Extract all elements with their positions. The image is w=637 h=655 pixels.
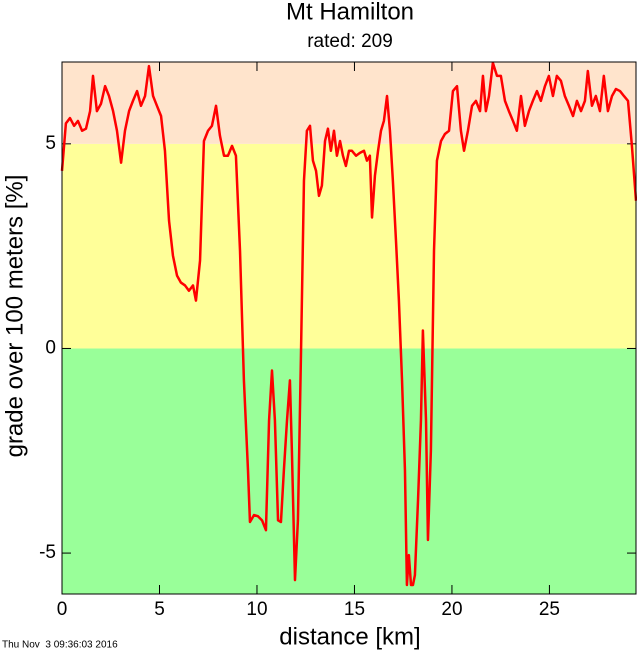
y-tick-label: -5	[39, 542, 56, 563]
y-axis-label: grade over 100 meters [%]	[1, 175, 28, 458]
x-tick-label: 15	[344, 599, 365, 620]
grade-line	[60, 61, 637, 587]
x-tick-label: 20	[441, 599, 462, 620]
plot-frame	[61, 61, 637, 595]
grade-band	[62, 143, 636, 349]
x-tick-label: 5	[154, 599, 165, 620]
chart-subtitle: rated: 209	[307, 31, 393, 52]
timestamp: Thu Nov 3 09:36:03 2016	[2, 640, 118, 651]
chart-title: Mt Hamilton	[286, 0, 414, 25]
grade-band	[62, 348, 636, 594]
plot-background	[62, 62, 636, 594]
grade-band	[62, 62, 636, 144]
x-tick-label: 10	[246, 599, 267, 620]
x-axis-label: distance [km]	[279, 623, 420, 650]
y-tick-label: 5	[45, 133, 56, 154]
x-tick-label: 0	[57, 599, 68, 620]
axes: 0 5 10 15 20 25 -5 0 5	[39, 62, 636, 620]
x-tick-label: 25	[539, 599, 560, 620]
data-layer	[60, 61, 637, 587]
y-tick-label: 0	[45, 337, 56, 358]
